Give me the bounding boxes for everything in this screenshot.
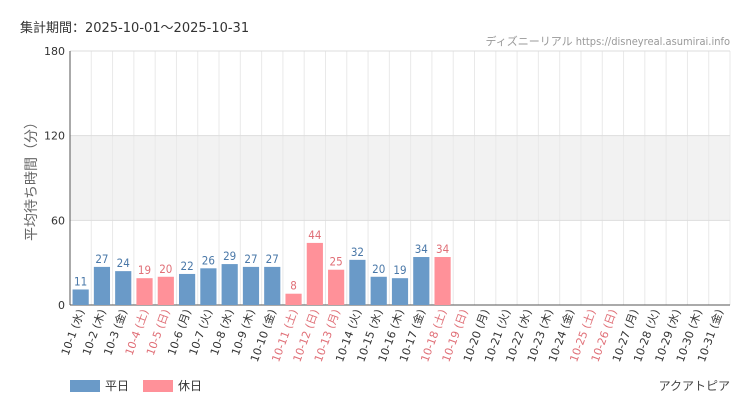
legend-item-weekday: 平日	[70, 377, 129, 394]
bar	[136, 278, 153, 305]
holiday-swatch	[143, 379, 174, 392]
bar-value-label: 8	[290, 279, 297, 293]
bar	[221, 264, 238, 305]
bar	[200, 268, 217, 305]
bar	[72, 289, 89, 305]
bar	[93, 266, 111, 305]
bar	[242, 266, 260, 305]
bar	[391, 278, 409, 305]
bar	[434, 257, 451, 305]
bar	[157, 276, 174, 305]
bar-value-label: 19	[393, 263, 406, 277]
bar	[349, 259, 366, 305]
y-tick-label: 180	[44, 45, 65, 58]
grid-band	[70, 135, 730, 221]
bar-value-label: 11	[74, 274, 87, 288]
bar	[370, 276, 387, 305]
bar-value-label: 29	[223, 249, 236, 263]
legend-item-holiday: 休日	[143, 377, 202, 394]
bar-value-label: 20	[159, 262, 172, 276]
legend-label-holiday: 休日	[178, 379, 203, 393]
bar-value-label: 27	[95, 252, 108, 266]
bar-value-label: 20	[372, 262, 385, 276]
bar-value-label: 26	[202, 253, 215, 267]
period-label: 集計期間：2025-10-01～2025-10-31	[20, 21, 250, 36]
y-axis-label: 平均待ち時間（分）	[24, 115, 40, 241]
bar	[306, 242, 323, 305]
bar	[328, 269, 345, 305]
bar-value-label: 24	[117, 256, 130, 270]
y-tick-label: 60	[51, 214, 65, 227]
bar-value-label: 25	[330, 255, 343, 269]
bar-value-label: 27	[244, 252, 257, 266]
bar-value-label: 44	[308, 228, 321, 242]
bar	[264, 266, 281, 305]
legend: 平日 休日	[70, 377, 216, 394]
bar-value-label: 32	[351, 245, 364, 259]
bar-value-label: 27	[266, 252, 279, 266]
bar-value-label: 22	[181, 259, 194, 273]
bar	[115, 271, 132, 305]
bar	[285, 293, 302, 305]
y-tick-label: 0	[58, 299, 65, 312]
attraction-name: アクアトピア	[658, 379, 730, 393]
bar	[179, 273, 196, 305]
bar-value-label: 34	[436, 242, 449, 256]
bar-value-label: 19	[138, 263, 151, 277]
y-tick-label: 120	[44, 130, 65, 143]
weekday-swatch	[70, 379, 100, 392]
source-label: ディズニーリアル https://disneyreal.asumirai.inf…	[485, 35, 730, 48]
bar	[413, 257, 430, 305]
bar-value-label: 34	[415, 242, 428, 256]
legend-label-weekday: 平日	[105, 379, 130, 393]
